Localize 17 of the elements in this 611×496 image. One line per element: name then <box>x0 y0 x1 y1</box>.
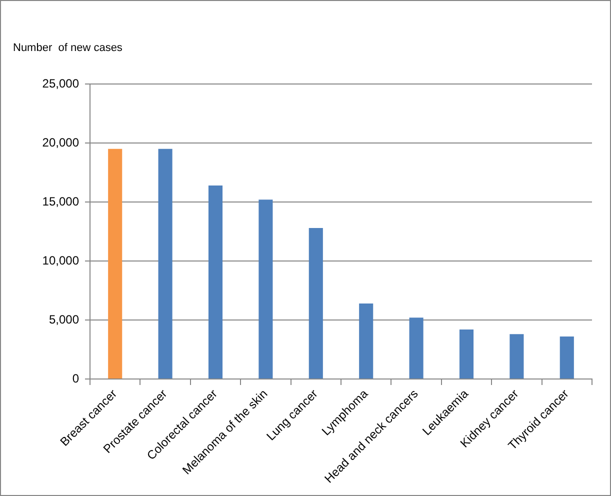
y-tick-label: 15,000 <box>42 194 80 208</box>
bar <box>510 334 524 378</box>
bar <box>308 228 323 378</box>
y-tick-label: 25,000 <box>42 76 80 90</box>
y-tick-label: 10,000 <box>42 253 80 268</box>
bar <box>108 148 122 378</box>
bar <box>409 318 424 378</box>
bar <box>359 303 374 378</box>
bar <box>560 336 574 378</box>
bar <box>258 200 273 378</box>
y-tick-label: 0 <box>72 371 80 386</box>
y-tick-label: 5,000 <box>48 312 80 326</box>
y-tick-label: 20,000 <box>42 135 80 150</box>
y-axis-title: Number of new cases <box>13 42 123 54</box>
bar <box>208 185 223 378</box>
bar <box>459 329 474 378</box>
bar <box>158 148 172 378</box>
